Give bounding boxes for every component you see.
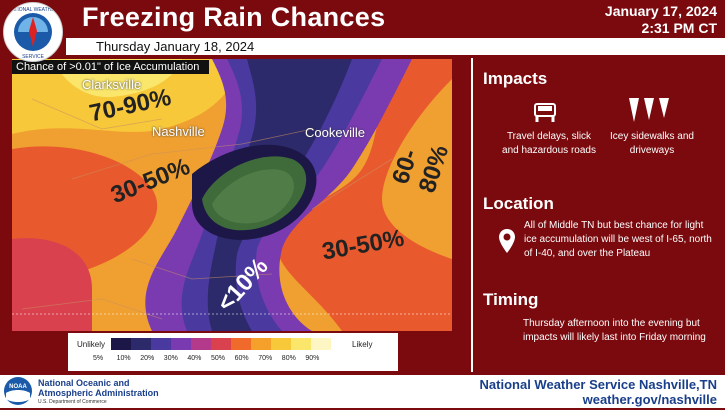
noaa-name-line2: Atmospheric Administration xyxy=(38,388,159,398)
svg-text:SERVICE: SERVICE xyxy=(22,54,45,60)
legend-tick-label: 50% xyxy=(211,355,226,362)
legend-swatch xyxy=(271,338,291,350)
legend-swatch xyxy=(111,338,131,350)
legend-tick-label: 90% xyxy=(305,355,320,362)
legend-swatch xyxy=(291,338,311,350)
legend-swatch xyxy=(231,338,251,350)
legend-swatch xyxy=(151,338,171,350)
legend-swatch xyxy=(211,338,231,350)
noaa-name: National Oceanic and Atmospheric Adminis… xyxy=(38,378,159,398)
map-caption: Chance of >0.01" of Ice Accumulation xyxy=(12,60,209,74)
freezing-rain-map: Clarksville Nashville Cookeville 70-90% … xyxy=(12,59,452,331)
impacts-heading: Impacts xyxy=(483,69,548,88)
legend-swatch xyxy=(191,338,211,350)
legend-swatch xyxy=(131,338,151,350)
forecast-date: Thursday January 18, 2024 xyxy=(96,39,255,54)
impact-sidewalks: Icey sidewalks and driveways xyxy=(610,131,694,156)
office-url[interactable]: weather.gov/nashville xyxy=(582,392,717,407)
nws-logo: NATIONAL WEATHER SERVICE xyxy=(3,2,63,62)
city-label-nashville: Nashville xyxy=(152,124,205,139)
legend-unlikely-label: Unlikely xyxy=(77,340,106,349)
legend-swatches xyxy=(111,338,331,350)
location-text: All of Middle TN but best chance for lig… xyxy=(524,220,712,259)
legend-tick-label: 80% xyxy=(281,355,296,362)
subtitle-bar xyxy=(66,38,725,55)
noaa-logo: NOAA xyxy=(4,377,32,405)
city-label-clarksville: Clarksville xyxy=(82,77,142,92)
noaa-name-line1: National Oceanic and xyxy=(38,378,130,388)
legend-swatch xyxy=(171,338,191,350)
page-title: Freezing Rain Chances xyxy=(82,2,386,32)
legend-swatch xyxy=(311,338,331,350)
location-heading: Location xyxy=(483,194,554,213)
legend-tick-label: 5% xyxy=(93,355,104,362)
location-pin-icon xyxy=(498,228,516,254)
legend-tick-label: 40% xyxy=(187,355,202,362)
legend-ticks: 5% 10% 20% 30% 40% 50% 60% 70% 80% 90% xyxy=(93,355,333,365)
timing-text: Thursday afternoon into the evening but … xyxy=(523,318,706,343)
impact-travel: Travel delays, slick and hazardous roads xyxy=(502,131,596,156)
noaa-logo-text: NOAA xyxy=(9,384,27,390)
legend-swatch xyxy=(251,338,271,350)
legend-likely-label: Likely xyxy=(352,340,373,349)
footer-bar xyxy=(0,375,725,408)
issue-timestamp: January 17, 2024 2:31 PM CT xyxy=(605,3,717,37)
timing-heading: Timing xyxy=(483,290,539,309)
info-panel xyxy=(471,58,722,372)
header-bar xyxy=(0,0,725,38)
noaa-department: U.S. Department of Commerce xyxy=(38,399,107,405)
legend-tick-label: 60% xyxy=(234,355,249,362)
legend-tick-label: 30% xyxy=(163,355,178,362)
icicle-icon xyxy=(628,98,670,124)
issue-time: 2:31 PM CT xyxy=(641,20,717,36)
legend-tick-label: 70% xyxy=(258,355,273,362)
car-icon xyxy=(531,98,559,126)
city-label-cookeville: Cookeville xyxy=(305,125,365,140)
legend-tick-label: 20% xyxy=(140,355,155,362)
svg-text:NATIONAL WEATHER: NATIONAL WEATHER xyxy=(8,7,59,13)
issue-date: January 17, 2024 xyxy=(604,3,717,19)
legend-tick-label: 10% xyxy=(116,355,131,362)
office-name: National Weather Service Nashville,TN xyxy=(479,377,717,392)
